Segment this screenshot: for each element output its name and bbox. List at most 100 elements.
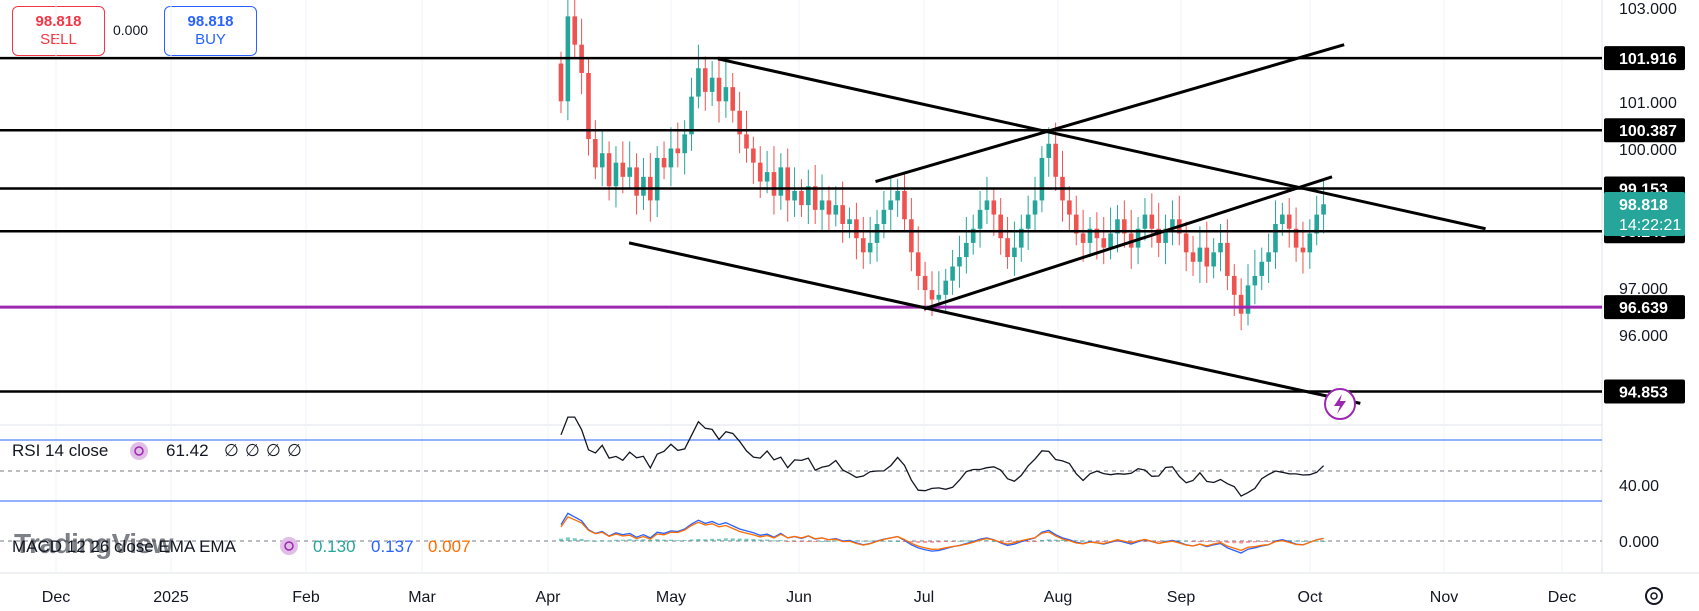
- candle: [819, 174, 825, 232]
- candle: [682, 120, 687, 175]
- vertical-grid: [55, 0, 1563, 573]
- candle: [668, 127, 674, 187]
- macd-bar: [682, 540, 687, 542]
- settings-gear-icon[interactable]: [1645, 587, 1663, 605]
- level-label-1: 100.387: [1604, 118, 1685, 143]
- macd-bar: [1046, 539, 1051, 541]
- rsi-line: [560, 416, 1325, 497]
- rsi-placeholder-4: ∅: [287, 441, 302, 460]
- macd-settings-icon[interactable]: [280, 537, 298, 555]
- candle: [915, 226, 921, 291]
- macd-bar: [689, 539, 694, 541]
- candle: [1128, 209, 1134, 269]
- macd-bar: [613, 539, 618, 541]
- svg-text:100.387: 100.387: [1619, 123, 1677, 140]
- macd-bar: [607, 540, 612, 542]
- rsi-legend: RSI 14 close 61.42 ∅ ∅ ∅ ∅: [12, 441, 302, 460]
- macd-bar: [929, 541, 934, 543]
- last-price-value: 98.818: [1619, 197, 1668, 214]
- sell-price: 98.818: [35, 13, 82, 30]
- price-tick-96: 96.000: [1619, 328, 1668, 345]
- time-label-11: Nov: [1430, 589, 1458, 606]
- trendline-0[interactable]: [717, 57, 1486, 231]
- macd-bar: [998, 541, 1003, 542]
- macd-bar: [737, 538, 742, 541]
- candle: [702, 56, 708, 111]
- macd-histogram: [559, 537, 1326, 544]
- candle: [970, 214, 976, 255]
- candle: [1259, 247, 1265, 291]
- macd-bar: [641, 539, 646, 541]
- candle: [950, 249, 955, 295]
- trendline-2[interactable]: [923, 175, 1333, 311]
- candle: [1300, 221, 1306, 274]
- macd-bar: [1321, 540, 1326, 542]
- signal-line: [560, 516, 1324, 552]
- svg-text:94.853: 94.853: [1619, 384, 1668, 401]
- macd-bar: [1218, 541, 1223, 542]
- candle: [757, 146, 763, 199]
- candle: [634, 153, 639, 215]
- rsi-placeholder-1: ∅: [224, 441, 239, 460]
- candle: [723, 61, 729, 118]
- candle: [1190, 235, 1196, 276]
- candle: [1273, 200, 1278, 269]
- rsi-legend-title: RSI 14 close: [12, 441, 108, 460]
- macd-pane: [0, 512, 1602, 554]
- candle: [1156, 202, 1161, 258]
- macd-bar: [868, 540, 873, 542]
- time-label-5: May: [656, 589, 686, 606]
- macd-bar: [1287, 540, 1292, 542]
- macd-bar: [888, 540, 893, 542]
- price-axis[interactable]: 103.000 101.000 100.000 97.000 96.000 10…: [1604, 1, 1685, 551]
- macd-bar: [1314, 540, 1319, 542]
- macd-bar: [572, 538, 577, 541]
- rsi-value: 61.42: [166, 441, 209, 460]
- macd-bar: [861, 540, 866, 542]
- candle: [867, 216, 873, 265]
- time-label-10: Oct: [1298, 589, 1323, 606]
- candle: [1149, 193, 1155, 248]
- candle: [654, 146, 660, 217]
- candle: [1012, 221, 1017, 276]
- rsi-settings-icon[interactable]: [130, 442, 148, 460]
- candle: [1122, 200, 1127, 248]
- rsi-placeholder-3: ∅: [266, 441, 281, 460]
- sell-button[interactable]: 98.818 SELL: [12, 6, 105, 56]
- candle: [964, 216, 969, 274]
- candle: [661, 141, 667, 180]
- buy-button[interactable]: 98.818 BUY: [164, 6, 257, 56]
- macd-bar: [1232, 541, 1237, 544]
- levels-layer: [0, 56, 1602, 393]
- candle: [1163, 214, 1168, 265]
- candle: [785, 148, 791, 222]
- rsi-tick-40: 40.00: [1619, 478, 1659, 495]
- macd-bar: [1074, 540, 1079, 542]
- macd-bar: [826, 540, 831, 542]
- macd-bar: [593, 540, 598, 542]
- lightning-icon[interactable]: [1324, 388, 1356, 420]
- macd-bar: [792, 541, 797, 542]
- macd-bar: [1225, 541, 1230, 543]
- candle: [812, 165, 818, 225]
- candle: [1115, 205, 1120, 253]
- candle: [737, 91, 742, 154]
- time-axis[interactable]: Dec 2025 Feb Mar Apr May Jun Jul Aug Sep Oct Nov Dec: [42, 589, 1576, 606]
- macd-bar: [675, 540, 680, 542]
- macd-bar: [1081, 540, 1086, 542]
- candle: [1046, 127, 1052, 177]
- macd-bar: [957, 540, 962, 542]
- last-price-label: 98.818 14:22:21: [1604, 192, 1685, 236]
- macd-bar: [854, 540, 859, 542]
- candle: [771, 146, 777, 215]
- candle: [627, 141, 632, 189]
- candle: [1039, 146, 1045, 213]
- time-label-1: 2025: [153, 589, 189, 606]
- sell-label: SELL: [40, 31, 77, 48]
- trendline-1[interactable]: [628, 241, 1361, 405]
- trendline-3[interactable]: [875, 43, 1345, 183]
- candle: [565, 0, 571, 121]
- macd-bar: [964, 540, 969, 542]
- candle: [826, 186, 832, 232]
